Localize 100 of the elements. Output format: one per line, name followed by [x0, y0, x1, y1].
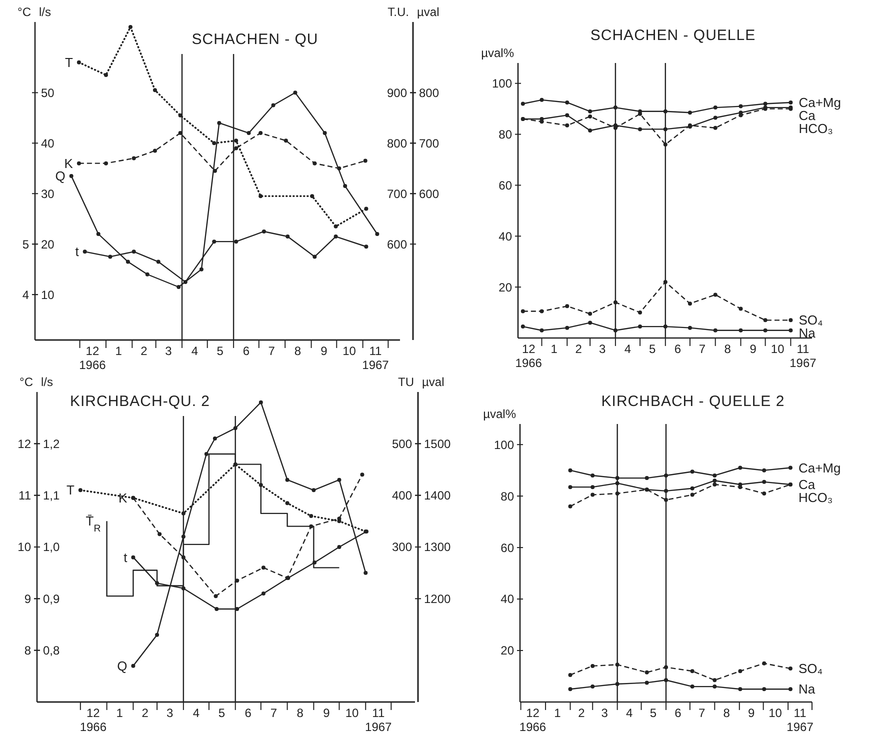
text: 1966 — [79, 358, 106, 372]
text: 1966 — [80, 720, 107, 734]
series-label: Ca — [798, 477, 816, 492]
x-tick-label: 4 — [192, 706, 200, 720]
y-axis-title: µval — [417, 5, 440, 19]
x-tick-label: 9 — [320, 344, 328, 358]
series-label: T̄$_{R}$ — [86, 514, 101, 534]
chart-title: SCHACHEN - QUELLE — [590, 27, 756, 44]
text: 1966 — [515, 356, 542, 370]
y-tick-label: 0,9 — [43, 592, 60, 606]
y3-axis-title: T.U. — [388, 5, 409, 19]
x-tick-label: 3 — [601, 706, 608, 720]
x-tick-label: 1 — [116, 706, 124, 720]
text: 1967 — [786, 720, 814, 734]
x-tick-label: 12 — [86, 706, 100, 720]
series-label: Ca+Mg — [798, 95, 841, 110]
y-tick-label: 40 — [41, 136, 55, 150]
y-tick-label: 100 — [492, 76, 512, 91]
series-label: t — [124, 550, 128, 565]
y-tick-label: 1400 — [424, 488, 452, 503]
text: 1967 — [365, 720, 392, 734]
x-tick-label: 5 — [648, 342, 656, 356]
y3-tick-label: 300 — [392, 540, 412, 554]
series-label: Q — [55, 168, 66, 184]
x-tick-label: 10 — [342, 344, 356, 358]
x-tick-label: 11 — [794, 706, 807, 720]
y-tick-label: 30 — [41, 186, 55, 201]
x-tick-label: 5 — [216, 344, 224, 358]
y-tick-label: 20 — [41, 237, 55, 252]
series-label: HCO₃ — [798, 121, 833, 136]
y-tick-label: 1,1 — [43, 488, 60, 503]
y2-tick-label: 10 — [18, 540, 32, 554]
series-label: SO₄ — [798, 661, 823, 676]
text: SCHACHEN - QU — [192, 31, 318, 48]
series-label: Na — [798, 682, 816, 697]
x-tick-label: 5 — [218, 706, 226, 720]
y-tick-label: 60 — [500, 540, 514, 555]
y-tick-label: 1300 — [424, 540, 452, 554]
y-tick-label: 100 — [494, 438, 514, 452]
y3-tick-label: 700 — [386, 186, 408, 201]
x-tick-label: 5 — [650, 706, 657, 720]
y2-axis-title: °C — [18, 5, 32, 19]
y-tick-label: 600 — [419, 186, 440, 201]
text: 1967 — [362, 358, 390, 372]
chart-title: KIRCHBACH-QU. 2 — [70, 393, 210, 410]
x-tick-label: 11 — [369, 344, 382, 358]
y3-tick-label: 800 — [386, 136, 408, 150]
y3-axis-title: TU — [398, 375, 414, 389]
x-tick-label: 12 — [86, 344, 100, 358]
y-axis-title: l/s — [41, 375, 53, 389]
x-tick-label: 8 — [724, 342, 732, 356]
y-tick-label: 40 — [500, 592, 514, 606]
y2-tick-label: 8 — [24, 644, 32, 658]
y-tick-label: 80 — [500, 489, 514, 504]
x-tick-label: 6 — [674, 706, 682, 720]
text: 1966 — [519, 720, 546, 734]
text: 1967 — [790, 356, 817, 370]
y3-tick-label: 900 — [386, 86, 408, 100]
series-label: Ca+Mg — [798, 460, 841, 476]
y-tick-label: 40 — [498, 229, 512, 244]
x-tick-label: 7 — [698, 342, 706, 356]
x-tick-label: 3 — [165, 344, 172, 358]
x-tick-label: 2 — [575, 342, 582, 356]
y-tick-label: 1,2 — [43, 436, 60, 451]
y2-tick-label: 4 — [22, 288, 30, 302]
x-tick-label: 1 — [554, 706, 562, 720]
x-tick-label: 1 — [550, 342, 558, 356]
y-tick-label: 20 — [498, 280, 512, 294]
x-tick-label: 12 — [526, 706, 540, 720]
series-label: T — [64, 54, 73, 70]
y-axis-title: µval% — [481, 46, 514, 60]
x-tick-label: 7 — [268, 344, 276, 358]
x-tick-label: 3 — [599, 342, 606, 356]
x-tick-label: 8 — [294, 344, 302, 358]
y-tick-label: 1200 — [424, 592, 452, 606]
x-tick-label: 2 — [578, 706, 586, 720]
series-label: K — [64, 156, 74, 171]
x-tick-label: 3 — [166, 706, 174, 720]
y-tick-label: 700 — [419, 136, 440, 150]
x-tick-label: 10 — [770, 342, 785, 356]
series-label: Q — [117, 658, 128, 674]
x-tick-label: 4 — [624, 342, 632, 356]
y2-axis-title: °C — [20, 375, 34, 389]
y-tick-label: 50 — [41, 86, 55, 100]
x-tick-label: 9 — [750, 342, 757, 356]
y2-tick-label: 11 — [18, 488, 32, 503]
y-axis-title: µval% — [483, 407, 516, 421]
series-label: Na — [798, 326, 816, 341]
x-tick-label: 9 — [323, 706, 330, 720]
y-tick-label: 20 — [500, 644, 514, 658]
x-tick-label: 10 — [768, 706, 782, 720]
y-tick-label: 1500 — [424, 436, 452, 451]
y3-tick-label: 400 — [392, 488, 412, 503]
series-label: HCO₃ — [798, 490, 833, 506]
x-tick-label: 9 — [748, 706, 756, 720]
x-tick-label: 7 — [698, 706, 706, 720]
x-tick-label: 2 — [142, 706, 149, 720]
x-tick-label: 8 — [296, 706, 304, 720]
y-tick-label: 1,0 — [43, 540, 60, 554]
y-axis-title: µval — [422, 375, 444, 389]
